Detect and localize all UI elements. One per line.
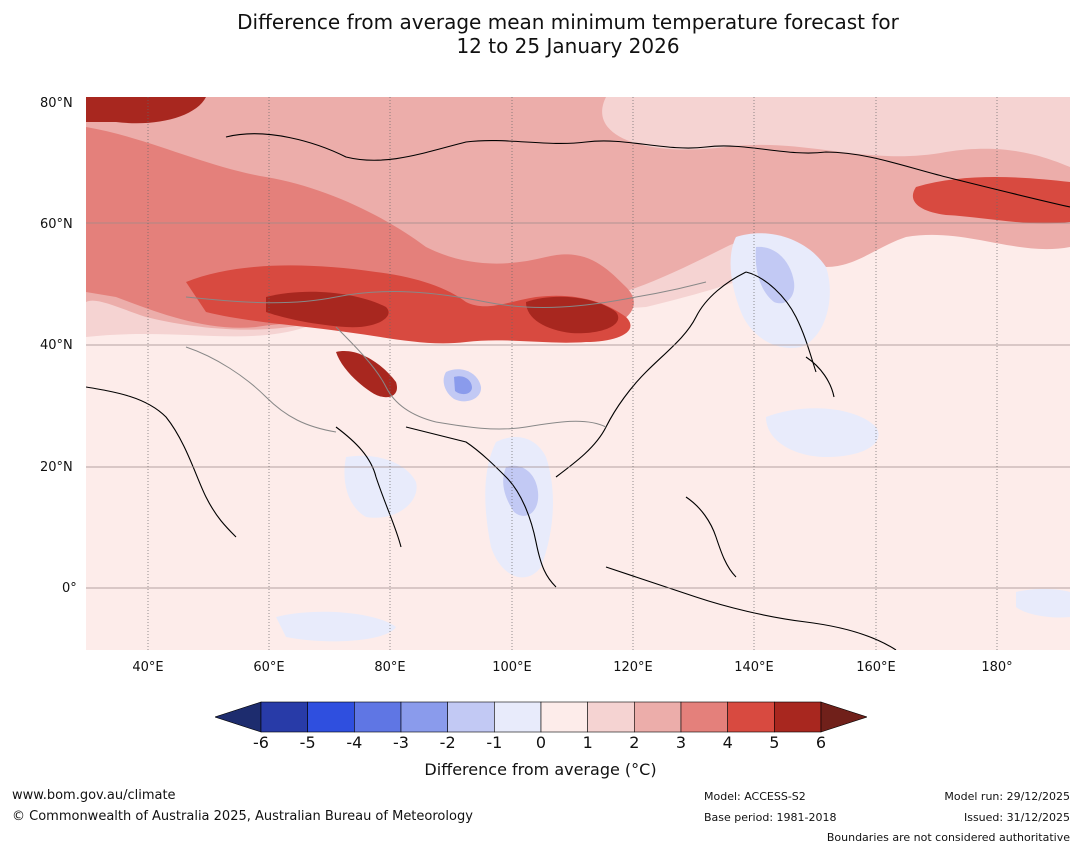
colorbar-segment xyxy=(447,701,495,733)
forecast-map xyxy=(86,97,1070,650)
model-run-text: Model run: 29/12/2025 xyxy=(944,790,1070,803)
hot-core-1 xyxy=(266,291,389,328)
colorbar-label: Difference from average (°C) xyxy=(424,760,657,779)
chart-title: Difference from average mean minimum tem… xyxy=(0,10,1081,58)
lon-label-40e: 40°E xyxy=(132,660,164,675)
lon-label-160e: 160°E xyxy=(856,660,896,675)
colorbar-segment xyxy=(260,701,308,733)
hot-core-3 xyxy=(336,351,397,398)
coastlines xyxy=(86,133,1070,650)
lat-label-20n: 20°N xyxy=(40,460,73,475)
cool-core-manchuria xyxy=(755,246,795,304)
colorbar-tick-label: 0 xyxy=(535,733,547,752)
colorbar-tick-label: 2 xyxy=(629,733,640,752)
copyright-text: © Commonwealth of Australia 2025, Austra… xyxy=(12,809,473,824)
colorbar-segment xyxy=(400,701,448,733)
model-text: Model: ACCESS-S2 xyxy=(704,790,806,803)
lat-label-60n: 60°N xyxy=(40,217,73,232)
cool-region-southeast xyxy=(1016,588,1070,618)
latitude-gridlines xyxy=(86,222,1070,589)
lon-label-140e: 140°E xyxy=(734,660,774,675)
colorbar-extend-under xyxy=(214,701,262,733)
colorbar-segment xyxy=(540,701,588,733)
lon-label-60e: 60°E xyxy=(253,660,285,675)
cool-region-south xyxy=(276,611,396,642)
colorbar-segment xyxy=(680,701,728,733)
cool-region-pacific xyxy=(766,408,879,457)
base-period-text: Base period: 1981-2018 xyxy=(704,811,837,824)
colorbar-tick-label: 4 xyxy=(722,733,733,752)
colorbar-tick-label: 3 xyxy=(675,733,687,752)
lon-label-120e: 120°E xyxy=(613,660,653,675)
east-siberia-warm xyxy=(912,177,1070,224)
website-link[interactable]: www.bom.gov.au/climate xyxy=(12,788,176,803)
lat-label-40n: 40°N xyxy=(40,338,73,353)
colorbar-tick-label: -2 xyxy=(439,733,456,752)
colorbar-segment xyxy=(774,701,822,733)
arctic-warm xyxy=(86,97,206,124)
hot-core-2 xyxy=(526,296,619,334)
cool-region-india xyxy=(344,455,417,518)
chart-title-line1: Difference from average mean minimum tem… xyxy=(237,10,899,34)
chart-title-line2: 12 to 25 January 2026 xyxy=(456,34,680,58)
colorbar-tick-label: -5 xyxy=(299,733,316,752)
colorbar-tick-label: -3 xyxy=(393,733,409,752)
colorbar-segment xyxy=(587,701,635,733)
colorbar-tick-label: 6 xyxy=(815,733,827,752)
disclaimer-text: Boundaries are not considered authoritat… xyxy=(826,831,1070,844)
issued-text: Issued: 31/12/2025 xyxy=(963,811,1070,824)
lat-label-0: 0° xyxy=(62,581,77,596)
colorbar-segment xyxy=(354,701,402,733)
colorbar-tick-label: 1 xyxy=(582,733,593,752)
colorbar-svg xyxy=(214,701,868,733)
cool-spot-tibet-core xyxy=(454,376,472,395)
colorbar-tick-label: 5 xyxy=(769,733,780,752)
colorbar-extend-over xyxy=(820,701,868,733)
colorbar-segment xyxy=(494,701,542,733)
colorbar xyxy=(214,700,868,734)
colorbar-segment xyxy=(307,701,355,733)
longitude-gridlines xyxy=(147,97,998,650)
lon-label-100e: 100°E xyxy=(492,660,532,675)
colorbar-tick-label: -6 xyxy=(253,733,269,752)
lon-label-180: 180° xyxy=(981,660,1013,675)
colorbar-tick-label: -1 xyxy=(486,733,503,752)
colorbar-segment xyxy=(634,701,682,733)
lon-label-80e: 80°E xyxy=(374,660,406,675)
warm-region-band xyxy=(186,265,631,344)
colorbar-tick-label: -4 xyxy=(346,733,363,752)
colorbar-segment xyxy=(727,701,775,733)
lat-label-80n: 80°N xyxy=(40,96,73,111)
